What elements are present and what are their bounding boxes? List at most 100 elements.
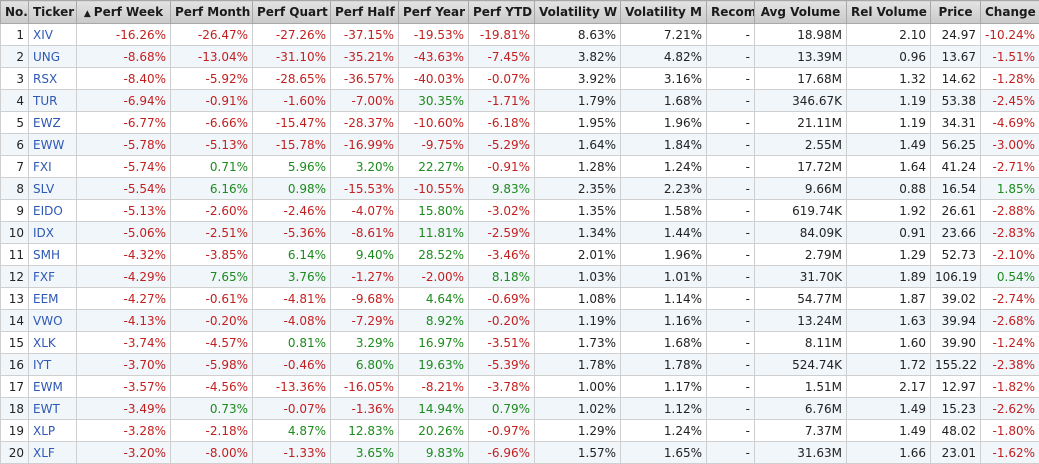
cell-avg-volume: 84.09K [755, 222, 847, 244]
ticker-link[interactable]: FXF [33, 270, 55, 284]
cell-rel-volume: 2.10 [847, 24, 931, 46]
cell-ticker: VWO [29, 310, 77, 332]
column-header-perf-ytd[interactable]: Perf YTD [469, 1, 535, 24]
ticker-link[interactable]: EWZ [33, 116, 61, 130]
cell-recom: - [707, 68, 755, 90]
column-header-rel-volume[interactable]: Rel Volume [847, 1, 931, 24]
cell-perf-quart: -13.36% [253, 376, 331, 398]
cell-vol-w: 1.34% [535, 222, 621, 244]
column-header-ticker[interactable]: Ticker [29, 1, 77, 24]
ticker-link[interactable]: EWT [33, 402, 60, 416]
cell-no: 14 [1, 310, 29, 332]
column-header-perf-week[interactable]: ▲Perf Week [77, 1, 171, 24]
ticker-link[interactable]: EEM [33, 292, 59, 306]
cell-perf-quart: 4.87% [253, 420, 331, 442]
ticker-link[interactable]: EIDO [33, 204, 63, 218]
ticker-link[interactable]: TUR [33, 94, 57, 108]
cell-perf-year: 9.83% [399, 442, 469, 464]
cell-perf-half: -4.07% [331, 200, 399, 222]
cell-perf-year: 15.80% [399, 200, 469, 222]
ticker-link[interactable]: XLP [33, 424, 55, 438]
cell-perf-half: -35.21% [331, 46, 399, 68]
cell-perf-half: -16.05% [331, 376, 399, 398]
cell-vol-w: 1.64% [535, 134, 621, 156]
ticker-link[interactable]: XLK [33, 336, 56, 350]
column-header-change[interactable]: Change [981, 1, 1039, 24]
ticker-link[interactable]: EWM [33, 380, 63, 394]
column-header-vol-m[interactable]: Volatility M [621, 1, 707, 24]
cell-ticker: SMH [29, 244, 77, 266]
cell-perf-month: -8.00% [171, 442, 253, 464]
ticker-link[interactable]: XIV [33, 28, 53, 42]
cell-recom: - [707, 90, 755, 112]
column-header-vol-w[interactable]: Volatility W [535, 1, 621, 24]
cell-perf-month: -0.61% [171, 288, 253, 310]
column-header-price[interactable]: Price [931, 1, 981, 24]
cell-perf-year: -43.63% [399, 46, 469, 68]
column-header-recom[interactable]: Recom [707, 1, 755, 24]
cell-perf-year: -9.75% [399, 134, 469, 156]
cell-vol-w: 1.02% [535, 398, 621, 420]
cell-perf-half: -8.61% [331, 222, 399, 244]
cell-price: 53.38 [931, 90, 981, 112]
ticker-link[interactable]: RSX [33, 72, 57, 86]
column-header-label: Perf Half [335, 5, 395, 19]
cell-rel-volume: 0.91 [847, 222, 931, 244]
column-header-perf-quart[interactable]: Perf Quart [253, 1, 331, 24]
cell-avg-volume: 9.66M [755, 178, 847, 200]
cell-vol-m: 1.17% [621, 376, 707, 398]
ticker-link[interactable]: IDX [33, 226, 54, 240]
ticker-link[interactable]: VWO [33, 314, 63, 328]
cell-perf-year: -10.55% [399, 178, 469, 200]
cell-perf-week: -3.49% [77, 398, 171, 420]
ticker-link[interactable]: SLV [33, 182, 54, 196]
cell-rel-volume: 1.89 [847, 266, 931, 288]
ticker-link[interactable]: IYT [33, 358, 51, 372]
ticker-link[interactable]: FXI [33, 160, 52, 174]
cell-ticker: SLV [29, 178, 77, 200]
cell-perf-week: -4.27% [77, 288, 171, 310]
cell-no: 17 [1, 376, 29, 398]
cell-perf-month: -13.04% [171, 46, 253, 68]
column-header-perf-half[interactable]: Perf Half [331, 1, 399, 24]
column-header-perf-month[interactable]: Perf Month [171, 1, 253, 24]
cell-perf-quart: 5.96% [253, 156, 331, 178]
ticker-link[interactable]: EWW [33, 138, 64, 152]
cell-change: -1.82% [981, 376, 1039, 398]
column-header-perf-year[interactable]: Perf Year [399, 1, 469, 24]
cell-vol-m: 1.96% [621, 244, 707, 266]
ticker-link[interactable]: UNG [33, 50, 60, 64]
cell-ticker: FXI [29, 156, 77, 178]
ticker-link[interactable]: XLF [33, 446, 55, 460]
column-header-label: Price [938, 5, 972, 19]
cell-vol-w: 2.01% [535, 244, 621, 266]
cell-perf-week: -5.74% [77, 156, 171, 178]
cell-ticker: TUR [29, 90, 77, 112]
ticker-link[interactable]: SMH [33, 248, 60, 262]
cell-recom: - [707, 46, 755, 68]
column-header-avg-volume[interactable]: Avg Volume [755, 1, 847, 24]
cell-perf-month: -0.20% [171, 310, 253, 332]
cell-ticker: EIDO [29, 200, 77, 222]
column-header-no[interactable]: No. [1, 1, 29, 24]
